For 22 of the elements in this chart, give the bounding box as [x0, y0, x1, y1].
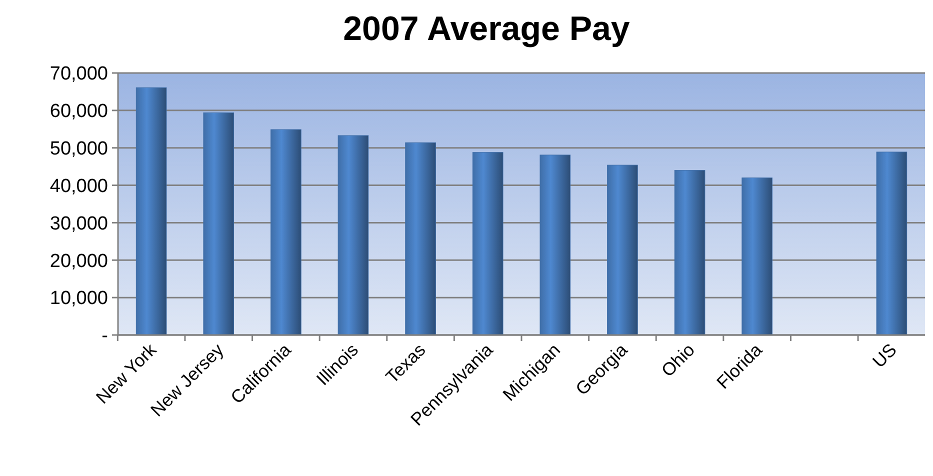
x-tick-label: US	[868, 340, 901, 372]
bar	[540, 154, 571, 336]
x-tick-label: Ohio	[658, 340, 699, 381]
y-tick-label: 20,000	[50, 250, 108, 272]
bar	[203, 112, 234, 336]
y-tick-label: 40,000	[50, 176, 108, 197]
bar	[405, 142, 436, 336]
bar	[338, 135, 369, 336]
y-tick-label: 30,000	[50, 213, 108, 234]
y-tick-label: 10,000	[50, 288, 108, 310]
y-tick-label: 70,000	[50, 64, 108, 85]
bar	[742, 178, 772, 336]
bar	[136, 87, 167, 336]
bar	[472, 152, 504, 336]
y-tick-label: 50,000	[50, 138, 108, 160]
y-tick-label: -	[102, 326, 108, 347]
bar	[876, 152, 908, 336]
bar	[674, 170, 706, 336]
bar	[607, 164, 638, 336]
chart-title: 2007 Average Pay	[343, 10, 630, 48]
bar	[270, 129, 302, 336]
y-tick-label: 60,000	[50, 101, 108, 122]
